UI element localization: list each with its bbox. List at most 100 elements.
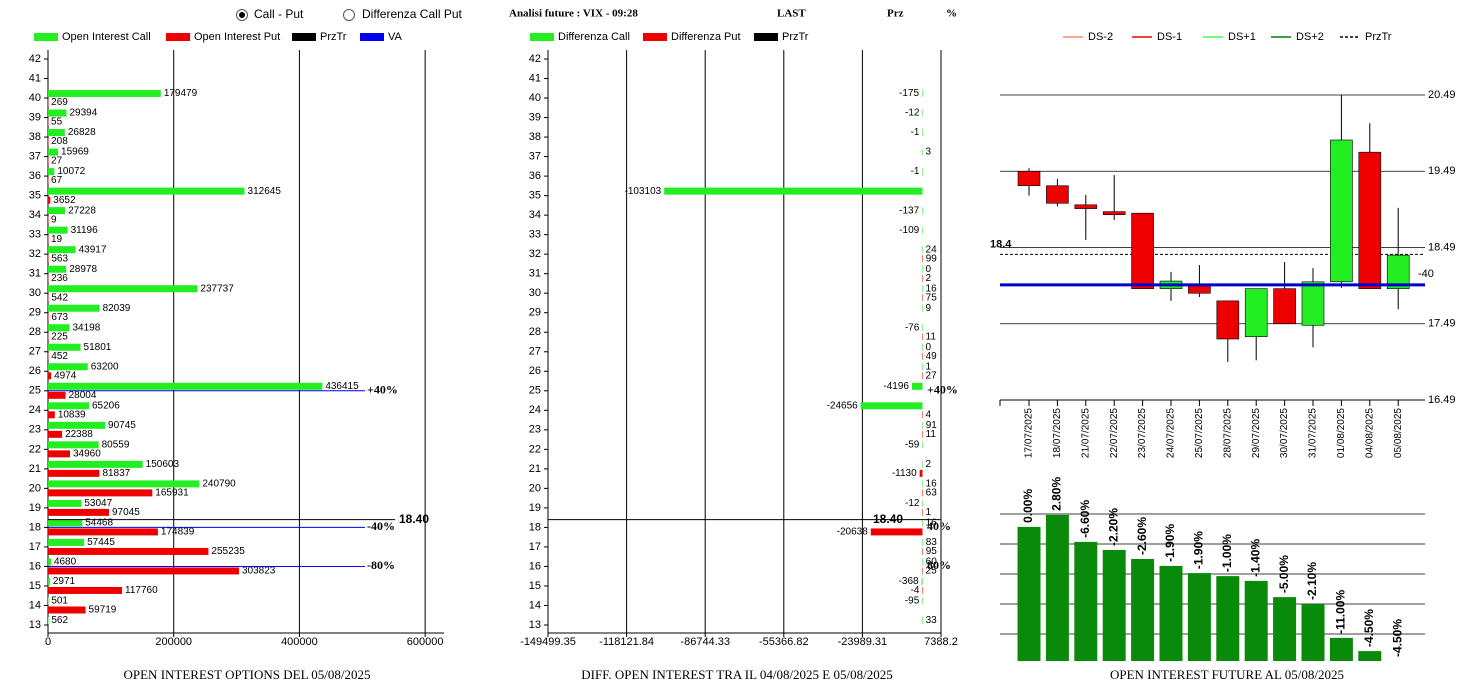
x-tick-label: 200000 [155, 636, 192, 648]
value-label: 542 [51, 292, 68, 303]
y-tick-label: 41 [529, 72, 541, 84]
candle-body [1273, 288, 1296, 325]
radio-label[interactable]: Differenza Call Put [362, 7, 462, 21]
y-tick-label: 38 [529, 131, 541, 143]
value-label: -109 [899, 225, 919, 236]
value-label: 82039 [103, 303, 131, 314]
bar [921, 577, 923, 585]
value-label: 99 [926, 253, 938, 264]
bar [48, 441, 99, 449]
legend-swatch [643, 33, 667, 41]
y-tick-label: 32 [529, 248, 541, 260]
bar [48, 187, 245, 195]
bar [922, 480, 923, 488]
candle-body [1188, 285, 1211, 294]
value-label: 165931 [155, 488, 189, 499]
bar [48, 567, 239, 575]
value-label: 97045 [112, 507, 140, 518]
y-tick-label: 36 [29, 170, 41, 182]
bar [48, 558, 51, 566]
value-label: 255235 [211, 546, 245, 557]
y-tick-label: 21 [529, 463, 541, 475]
y-tick-label: 18 [29, 521, 41, 533]
bar [48, 129, 65, 137]
value-label: 63 [926, 488, 938, 499]
value-label: 2971 [53, 576, 76, 587]
y-tick-label: 31 [29, 268, 41, 280]
bar [860, 402, 923, 410]
annotation: 80% [927, 558, 951, 572]
bar [48, 109, 67, 117]
candle-body [1358, 151, 1382, 289]
x-tick-label: 17/07/2025 [1024, 408, 1035, 458]
value-label: 19 [51, 234, 63, 245]
y-tick-label: 20.49 [1428, 89, 1456, 101]
value-label: 28004 [69, 390, 97, 401]
x-tick-label: 30/07/2025 [1279, 408, 1290, 458]
bar [48, 586, 123, 594]
legend-label: VA [388, 31, 403, 43]
y-tick-label: 13 [29, 619, 41, 631]
x-tick-label: 01/08/2025 [1336, 408, 1347, 458]
y-tick-label: 23 [529, 424, 541, 436]
x-tick-label: 23/07/2025 [1137, 408, 1148, 458]
y-tick-label: 24 [29, 404, 41, 416]
bar [1216, 576, 1240, 661]
chart-title: DIFF. OPEN INTEREST TRA IL 04/08/2025 E … [581, 667, 892, 682]
header-column: LAST [777, 8, 806, 20]
bar [48, 430, 63, 438]
radio-button[interactable] [343, 9, 355, 21]
bar [48, 577, 50, 585]
value-label: 1 [925, 361, 931, 372]
y-tick-label: 21 [29, 463, 41, 475]
bar [48, 168, 55, 176]
y-tick-label: 42 [29, 53, 41, 65]
value-label: 10072 [57, 166, 85, 177]
value-label: 208 [51, 136, 68, 147]
value-label: 59719 [89, 605, 117, 616]
x-tick-label: -149499.35 [520, 636, 576, 648]
y-tick-label: 23 [29, 424, 41, 436]
bar [48, 382, 323, 390]
value-label: 49 [926, 351, 938, 362]
bar-label: -1.90% [1192, 531, 1206, 569]
value-label: 65206 [92, 400, 120, 411]
radio-label[interactable]: Call - Put [254, 7, 304, 21]
bar [48, 499, 82, 507]
candle-body [1216, 300, 1240, 340]
y-tick-label: 32 [29, 248, 41, 260]
value-label: 26828 [68, 127, 96, 138]
y-tick-label: 42 [529, 53, 541, 65]
y-tick-label: 20 [529, 482, 541, 494]
value-label: -4 [911, 585, 920, 596]
y-tick-label: 13 [529, 619, 541, 631]
value-label: 3 [926, 147, 932, 158]
legend-swatch [292, 33, 316, 41]
value-label: 9 [926, 303, 932, 314]
y-tick-label: 16.49 [1428, 394, 1456, 406]
value-label: 75 [926, 292, 938, 303]
bar [48, 519, 83, 527]
value-label: 3652 [53, 195, 76, 206]
value-label: 2 [925, 459, 931, 470]
y-tick-label: 38 [29, 131, 41, 143]
value-label: 90745 [108, 420, 136, 431]
bar [48, 255, 49, 263]
bar [48, 343, 81, 351]
y-tick-label: 31 [529, 268, 541, 280]
value-label: -1 [911, 127, 920, 138]
y-tick-label: 33 [29, 229, 41, 241]
value-label: 16 [926, 283, 938, 294]
value-label: -4196 [883, 381, 909, 392]
y-tick-label: 30 [29, 287, 41, 299]
bar [922, 430, 923, 438]
bar-label: -4.50% [1362, 609, 1376, 647]
y-tick-label: 15 [529, 580, 541, 592]
x-tick-label: 05/08/2025 [1393, 408, 1404, 458]
annotation: 40% [927, 519, 951, 533]
bar-label: 0.00% [1021, 489, 1035, 523]
y-tick-label: 18.49 [1428, 241, 1456, 253]
bar [922, 333, 923, 341]
bar [48, 597, 49, 605]
